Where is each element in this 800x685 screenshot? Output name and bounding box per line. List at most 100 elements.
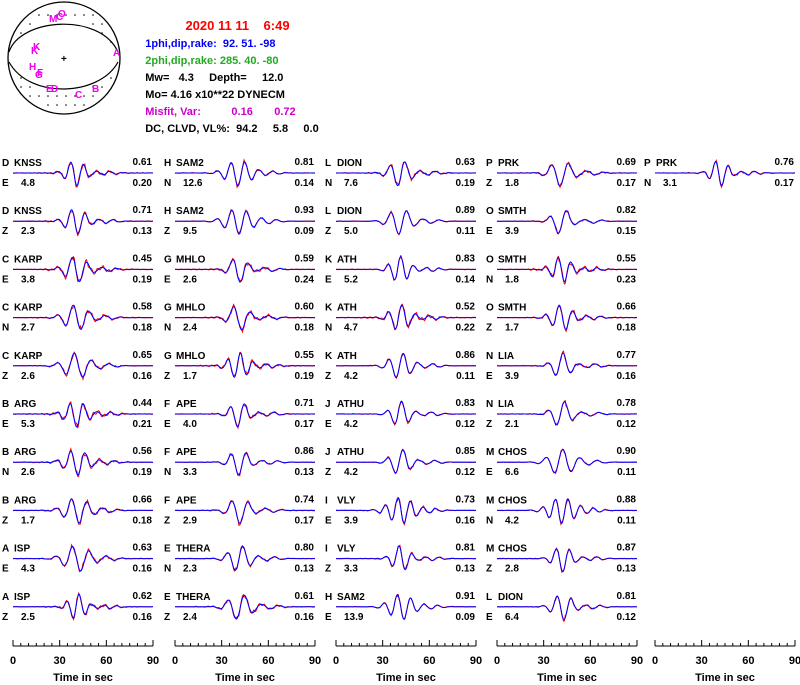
time-tick-label: 0 [652, 655, 658, 667]
distance-value: 2.6 [21, 467, 35, 478]
waveform-panel: L DION Z 5.0 0.89 0.11 [325, 205, 477, 237]
waveform-panel: E THERA Z 2.4 0.61 0.16 [164, 591, 316, 623]
time-tick-label: 90 [309, 655, 321, 667]
mw-value: 4.3 [178, 72, 194, 84]
station-name: CHOS [498, 544, 527, 555]
distance-value: 2.3 [183, 564, 197, 575]
synthetic-waveform [497, 595, 637, 620]
synthetic-waveform [497, 162, 637, 187]
beachball-dot [38, 95, 40, 97]
correlation-value: 0.65 [133, 350, 153, 361]
station-name: THERA [176, 544, 210, 555]
depth-label: Depth= [209, 72, 247, 84]
waveform-panel: O SMTH E 3.9 0.82 0.15 [486, 205, 638, 237]
station-code: J [325, 399, 331, 410]
station-code: I [325, 495, 328, 506]
distance-value: 4.8 [21, 178, 35, 189]
beachball-dot [92, 23, 94, 25]
distance-value: 3.8 [21, 274, 35, 285]
waveform-panel: P PRK N 3.1 0.76 0.17 [644, 157, 796, 189]
waveform-panel: O SMTH N 1.8 0.55 0.23 [486, 253, 638, 285]
station-name: ATH [337, 303, 357, 314]
station-code: I [325, 544, 328, 555]
distance-value: 12.6 [183, 178, 203, 189]
shift-value: 0.20 [133, 178, 153, 189]
station-name: ARG [14, 495, 36, 506]
component-label: E [486, 371, 493, 382]
shift-value: 0.17 [617, 178, 637, 189]
synthetic-waveform [497, 352, 637, 377]
correlation-value: 0.82 [617, 205, 637, 216]
distance-value: 2.3 [21, 226, 35, 237]
waveform-panel: H SAM2 E 13.9 0.91 0.09 [325, 591, 477, 623]
distance-value: 2.6 [183, 274, 197, 285]
station-code: B [2, 399, 9, 410]
component-label: Z [2, 371, 8, 382]
synthetic-waveform [655, 161, 795, 187]
beachball-station-letter: B [92, 84, 99, 95]
nodal-plane-1-row: 1phi,dip,rake: 92. 51. -98 [133, 25, 275, 64]
correlation-value: 0.83 [456, 398, 476, 409]
distance-value: 3.3 [183, 467, 197, 478]
station-code: C [2, 303, 9, 314]
station-name: SAM2 [176, 206, 204, 217]
distance-value: 2.4 [183, 323, 197, 334]
component-label: Z [486, 564, 492, 575]
time-tick-label: 60 [584, 655, 596, 667]
shift-value: 0.11 [456, 226, 475, 237]
distance-value: 3.9 [505, 371, 519, 382]
shift-value: 0.17 [775, 178, 795, 189]
time-axis: 0 30 60 90 Time in sec [10, 640, 159, 684]
component-label: E [486, 467, 493, 478]
waveform-panel: H SAM2 Z 9.5 0.93 0.09 [164, 205, 316, 237]
station-code: P [486, 158, 493, 169]
synthetic-waveform [13, 593, 153, 619]
shift-value: 0.13 [295, 467, 315, 478]
station-code: G [164, 351, 172, 362]
synthetic-waveform [497, 448, 637, 474]
beachball-dot [74, 95, 76, 97]
beachball-station-letter: O [58, 9, 66, 20]
shift-value: 0.13 [456, 564, 476, 575]
correlation-value: 0.59 [295, 253, 315, 264]
beachball-dot [101, 86, 103, 88]
synthetic-waveform [13, 545, 153, 572]
synthetic-waveform [336, 304, 476, 330]
distance-value: 5.0 [344, 226, 358, 237]
station-name: KARP [14, 351, 43, 362]
beachball-station-letter: F [37, 68, 43, 79]
station-name: SMTH [498, 206, 526, 217]
beachball-dot [101, 32, 103, 34]
station-code: O [486, 254, 494, 265]
station-name: PRK [498, 158, 520, 169]
correlation-value: 0.88 [617, 494, 637, 505]
shift-value: 0.16 [456, 515, 476, 526]
station-name: ATH [337, 351, 357, 362]
component-label: N [486, 274, 493, 285]
correlation-value: 0.91 [456, 591, 476, 602]
station-code: N [486, 351, 493, 362]
station-name: ATHU [337, 399, 364, 410]
station-name: ATH [337, 254, 357, 265]
beachball-dot [110, 41, 112, 43]
event-date: 2020 11 11 [185, 18, 250, 33]
nodal-plane-1 [8, 23, 119, 53]
synthetic-waveform [13, 161, 153, 187]
station-code: L [486, 592, 492, 603]
component-label: N [164, 467, 171, 478]
beachball-dot [65, 95, 67, 97]
station-name: ATHU [337, 447, 364, 458]
station-code: F [164, 495, 170, 506]
misfit-value: 0.16 [231, 106, 253, 118]
correlation-value: 0.89 [456, 205, 476, 216]
beachball-dot [47, 95, 49, 97]
distance-value: 2.1 [505, 419, 519, 430]
distance-value: 3.1 [663, 178, 677, 189]
component-label: E [2, 419, 9, 430]
shift-value: 0.19 [456, 178, 476, 189]
shift-value: 0.09 [295, 226, 315, 237]
beachball-dot [56, 95, 58, 97]
beachball-outline [7, 1, 121, 115]
station-code: C [2, 351, 9, 362]
